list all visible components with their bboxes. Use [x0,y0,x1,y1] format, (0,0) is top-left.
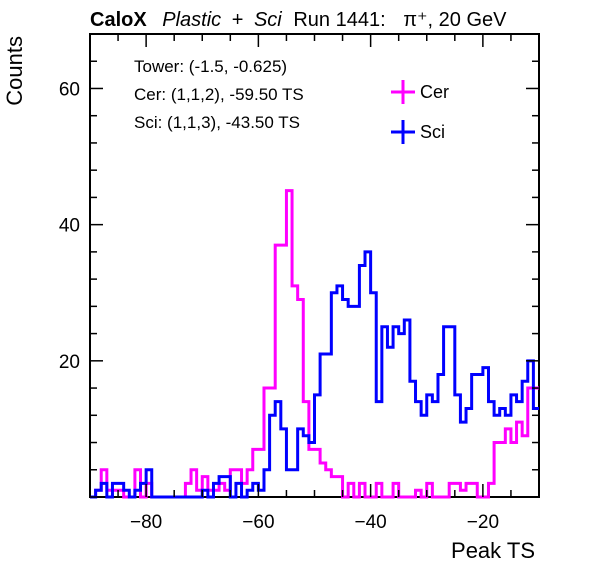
x-tick-label: −60 [242,512,274,533]
title-plus: + [232,9,244,31]
legend-label-sci: Sci [420,122,445,142]
x-axis-title: Peak TS [451,538,535,563]
axis-ticks [89,33,540,498]
y-tick-label: 20 [59,352,80,373]
histograms [90,189,539,499]
legend-label-cer: Cer [420,82,449,102]
x-tick-label: −40 [354,512,386,533]
title-brand: CaloX [90,9,147,31]
legend-marker-cer [391,80,415,104]
info-block: Tower: (-1.5, -0.625) Cer: (1,1,2), -59.… [134,57,304,132]
title-material-a: Plastic [162,9,221,31]
cer-histogram [90,189,539,499]
x-tick-label: −80 [130,512,162,533]
info-tower: Tower: (-1.5, -0.625) [134,57,287,76]
legend: Cer Sci [391,80,449,144]
sci-histogram [90,250,539,499]
y-tick-label: 40 [59,216,80,237]
x-tick-labels: −80 −60 −40 −20 [130,512,499,533]
y-tick-label: 60 [59,80,80,101]
info-cer: Cer: (1,1,2), -59.50 TS [134,85,304,104]
y-axis-title: Counts [2,36,27,106]
title-particle: π⁺, 20 GeV [403,9,507,31]
chart-title: CaloX Plastic + Sci Run 1441: π⁺, 20 GeV [90,9,507,31]
title-material-b: Sci [254,9,282,31]
legend-marker-sci [391,120,415,144]
y-tick-labels: 20 40 60 [59,80,80,373]
x-tick-label: −20 [467,512,499,533]
title-run: Run 1441: [293,9,385,31]
info-sci: Sci: (1,1,3), -43.50 TS [134,113,300,132]
